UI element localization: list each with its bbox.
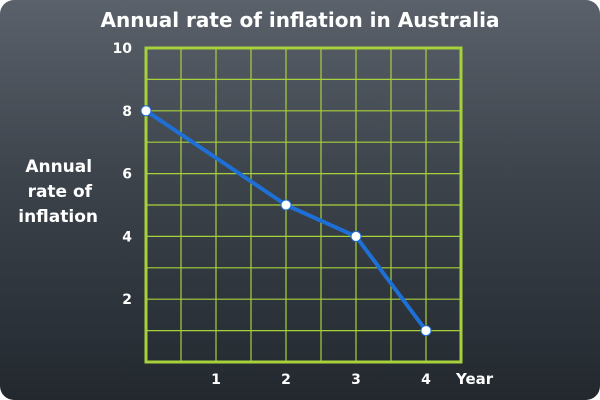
y-axis-label: Annual rate of inflation <box>18 157 98 227</box>
data-point <box>420 325 432 337</box>
y-tick-label: 6 <box>122 167 132 183</box>
y-tick-labels: 2 4 6 8 10 <box>113 41 133 308</box>
data-point <box>140 105 152 117</box>
y-tick-label: 10 <box>113 41 133 57</box>
series <box>140 105 432 337</box>
data-point <box>280 199 292 211</box>
series-line <box>144 108 428 333</box>
x-tick-labels: 1 2 3 4 <box>211 372 431 388</box>
grid <box>144 46 463 364</box>
y-axis-label-line-3: inflation <box>18 207 98 227</box>
y-axis-label-line-2: rate of <box>28 182 93 202</box>
data-point <box>350 230 362 242</box>
x-axis-label: Year <box>455 370 494 388</box>
y-tick-label: 4 <box>122 229 132 245</box>
y-tick-label: 8 <box>122 104 132 120</box>
y-tick-label: 2 <box>122 292 132 308</box>
x-tick-label: 1 <box>211 372 221 388</box>
plot-frame <box>144 46 463 364</box>
x-tick-label: 2 <box>281 372 291 388</box>
chart-title: Annual rate of inflation in Australia <box>101 8 500 32</box>
x-tick-label: 3 <box>351 372 361 388</box>
y-axis-label-line-1: Annual <box>25 157 92 177</box>
x-tick-label: 4 <box>421 372 431 388</box>
